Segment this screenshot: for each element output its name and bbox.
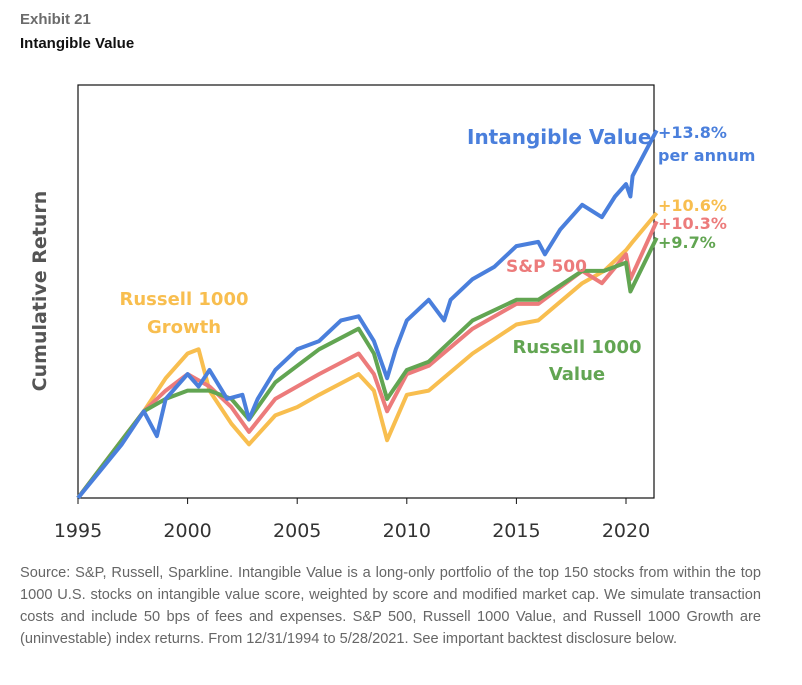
- x-tick-label: 2015: [492, 520, 540, 542]
- series-label-growth-2: Growth: [147, 317, 221, 338]
- exhibit-number: Exhibit 21: [20, 11, 91, 28]
- exhibit-title: Intangible Value: [20, 35, 135, 52]
- annotation-per-annum: per annum: [658, 146, 755, 165]
- annotation-growth: +10.6%: [658, 196, 727, 215]
- x-tick-label: 2010: [383, 520, 431, 542]
- plot-frame: [77, 84, 655, 499]
- series-label-growth-1: Russell 1000: [119, 289, 248, 310]
- annotation-intangible: +13.8%: [658, 123, 727, 142]
- series-line-russell-1000-growth: [76, 211, 659, 500]
- annotation-sp500: +10.3%: [658, 214, 727, 233]
- x-tick-label: 1995: [54, 520, 102, 542]
- series-line-intangible-value: [76, 129, 659, 500]
- x-tick-label: 2000: [163, 520, 211, 542]
- y-axis-label: Cumulative Return: [29, 191, 51, 392]
- x-tick-label: 2005: [273, 520, 321, 542]
- series-label-value-1: Russell 1000: [512, 337, 641, 358]
- series-label-sp500: S&P 500: [506, 257, 587, 277]
- series-label-intangible: Intangible Value: [467, 125, 651, 149]
- annotation-value: +9.7%: [658, 233, 716, 252]
- source-note: Source: S&P, Russell, Sparkline. Intangi…: [20, 565, 761, 647]
- chart: 1995 2000 2005 2010 2015 2020 Cumulative Retu…: [29, 84, 755, 542]
- x-tick-label: 2020: [602, 520, 650, 542]
- series-label-value-2: Value: [549, 364, 605, 385]
